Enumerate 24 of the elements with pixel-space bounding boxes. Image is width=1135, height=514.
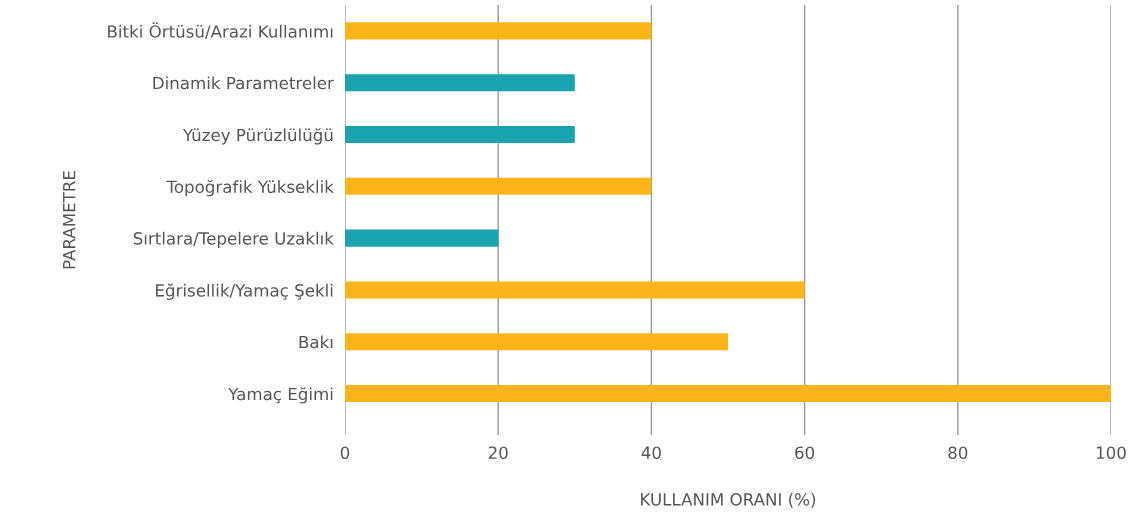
bar [345,333,728,351]
y-tick-label: Sırtlara/Tepelere Uzaklık [133,231,334,248]
bar [345,281,805,299]
bar [345,229,499,247]
x-tick-label: 80 [948,446,968,460]
bar [345,177,652,195]
y-tick-label: Yüzey Pürüzlülüğü [182,127,333,145]
y-tick-label: Eğrisellik/Yamaç Şekli [156,283,333,300]
x-axis-title: KULLANIM ORANI (%) [641,492,816,508]
y-tick-label: Bitki Örtüsü/Arazi Kullanımı [108,22,333,40]
x-tick-label: 20 [488,446,508,460]
x-tick-label: 60 [795,446,815,460]
y-tick-label: Dinamik Parametreler [153,76,334,90]
bar [345,22,652,40]
x-tick-label: 40 [641,446,661,460]
bar [345,385,1111,403]
y-axis-title: PARAMETRE [63,171,76,269]
x-tick-label: 0 [340,446,350,460]
y-tick-label: Topoğrafik Yükseklik [166,179,334,197]
y-tick-label: Yamaç Eğimi [228,387,333,404]
bar [345,125,575,144]
x-tick-label: 100 [1096,446,1126,460]
y-tick-label: Bakı [299,335,333,349]
bar [345,74,575,92]
